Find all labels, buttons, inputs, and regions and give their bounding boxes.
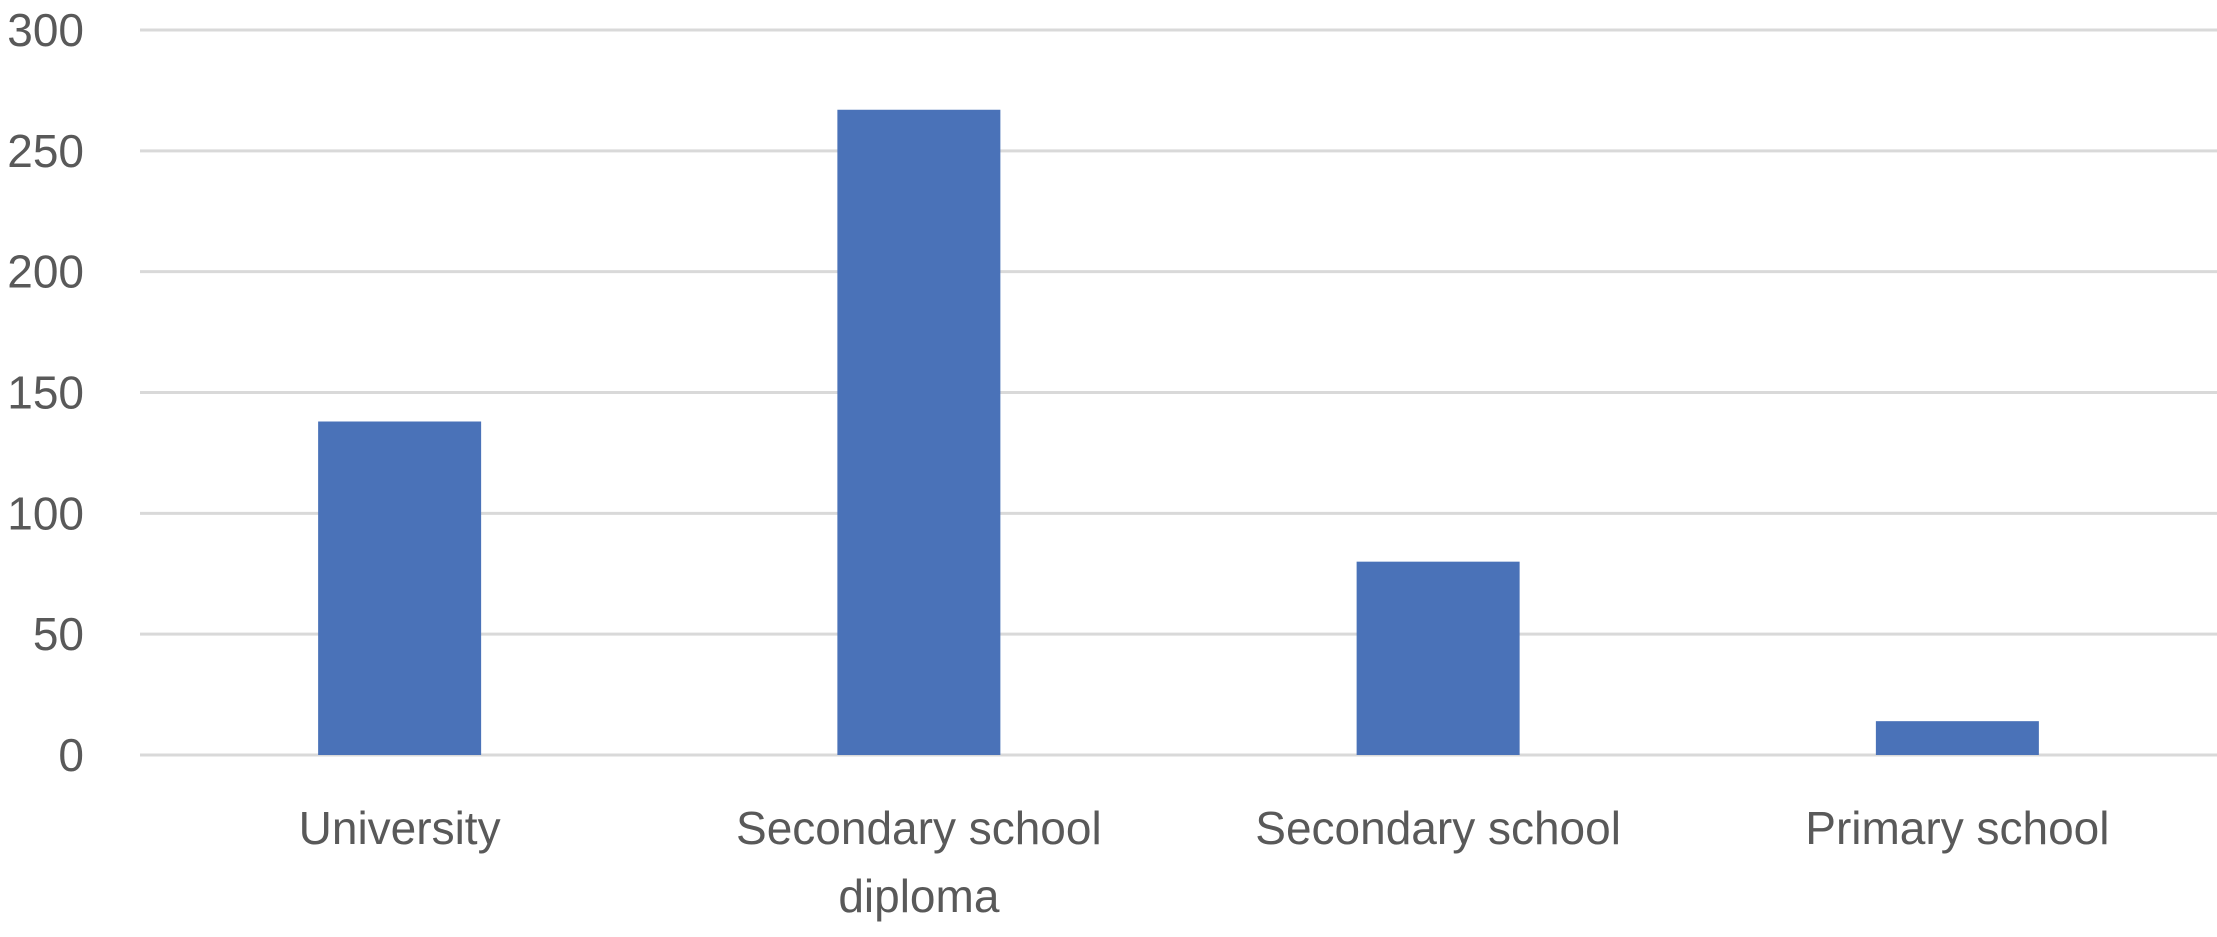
bar-university bbox=[318, 421, 482, 755]
x-category-label: Secondary school bbox=[1255, 802, 1621, 854]
y-tick-label: 250 bbox=[7, 125, 84, 177]
y-tick-label: 0 bbox=[58, 729, 84, 781]
y-tick-label: 50 bbox=[33, 608, 84, 660]
x-category-label: Secondary school diploma bbox=[736, 802, 1102, 922]
bar-secondary-school bbox=[1356, 561, 1520, 755]
y-tick-label: 300 bbox=[7, 4, 84, 56]
bar-primary-school bbox=[1875, 721, 2039, 755]
bar-secondary-school-diploma bbox=[837, 109, 1001, 755]
y-tick-label: 100 bbox=[7, 487, 84, 539]
y-tick-label: 200 bbox=[7, 246, 84, 298]
gridlines bbox=[140, 28, 2217, 757]
x-axis-category-labels: University Secondary school diploma Seconda… bbox=[299, 802, 2110, 922]
bars bbox=[318, 109, 2039, 755]
y-tick-label: 150 bbox=[7, 367, 84, 419]
x-category-label: Primary school bbox=[1805, 802, 2109, 854]
x-category-label: University bbox=[299, 802, 501, 854]
y-axis-tick-labels: 0 50 100 150 200 250 300 bbox=[7, 4, 84, 781]
